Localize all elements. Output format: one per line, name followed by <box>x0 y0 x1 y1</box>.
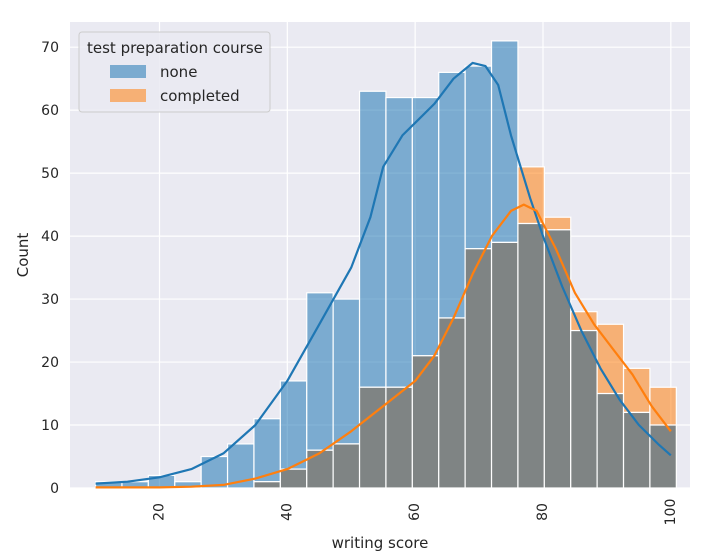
bar-overlap <box>411 355 440 489</box>
kde-curves <box>95 61 672 489</box>
legend-swatch-completed <box>110 89 146 102</box>
y-tick-label: 50 <box>41 166 59 182</box>
y-tick-labels: 0 10 20 30 40 50 60 70 <box>41 40 59 497</box>
bar-completed <box>543 216 572 231</box>
bar-overlap <box>649 424 677 489</box>
bar-overlap <box>306 449 334 489</box>
y-tick-label: 40 <box>41 229 59 245</box>
bar-overlap <box>438 317 466 489</box>
histogram-bars <box>94 40 677 489</box>
bar-none <box>438 71 466 319</box>
y-tick-label: 70 <box>41 40 59 56</box>
bar-none <box>358 90 387 388</box>
x-axis-label: writing score <box>332 534 429 552</box>
bar-completed <box>517 166 545 225</box>
bar-none <box>411 96 440 357</box>
y-tick-label: 60 <box>41 103 59 119</box>
bar-overlap <box>517 222 545 489</box>
bar-none <box>464 65 493 250</box>
bar-overlap <box>464 248 493 489</box>
legend-label-none: none <box>160 63 197 81</box>
y-tick-label: 10 <box>41 418 59 434</box>
kde-curve-none <box>95 61 672 485</box>
bar-overlap <box>279 468 308 489</box>
bar-completed <box>649 386 677 426</box>
x-tick-label: 40 <box>279 503 295 521</box>
bar-none <box>279 380 308 470</box>
bar-overlap <box>332 443 361 489</box>
legend-label-completed: completed <box>160 87 240 105</box>
y-tick-label: 30 <box>41 292 59 308</box>
x-tick-label: 80 <box>535 503 551 521</box>
bar-none <box>332 298 361 445</box>
y-tick-label: 0 <box>50 481 59 497</box>
bar-overlap <box>490 241 519 489</box>
bar-overlap <box>622 411 651 489</box>
x-tick-label: 60 <box>407 503 423 521</box>
bar-overlap <box>385 386 413 489</box>
y-tick-label: 20 <box>41 355 59 371</box>
x-tick-label: 20 <box>151 503 167 521</box>
bar-none <box>253 418 281 483</box>
bar-overlap <box>358 386 387 489</box>
y-axis-label: Count <box>14 233 32 278</box>
kde-curve-completed <box>95 203 672 489</box>
x-tick-label: 100 <box>663 499 679 526</box>
bar-overlap <box>253 481 281 489</box>
bar-none <box>306 292 334 451</box>
x-tick-labels: 20 40 60 80 100 <box>151 499 678 526</box>
bar-overlap <box>543 229 572 489</box>
legend: test preparation course none completed <box>78 31 271 113</box>
bar-completed <box>622 367 651 414</box>
bar-none <box>385 96 413 388</box>
legend-title: test preparation course <box>87 39 263 57</box>
bar-overlap <box>596 392 625 489</box>
legend-swatch-none <box>110 65 146 78</box>
